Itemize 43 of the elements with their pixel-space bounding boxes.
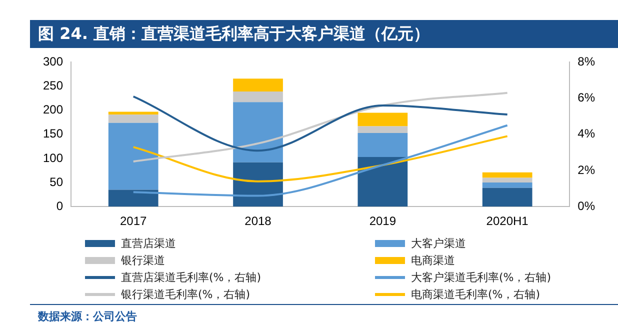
legend-label: 电商渠道毛利率(%，右轴)	[411, 287, 540, 302]
y-tick-label: 0	[56, 198, 64, 213]
bar	[108, 114, 158, 123]
x-tick-label: 2018	[244, 214, 272, 228]
bar	[358, 112, 408, 126]
bar	[233, 162, 283, 207]
y2-tick-label: 6%	[578, 90, 596, 105]
bar	[108, 190, 158, 207]
line-series	[132, 135, 508, 182]
y-tick-label: 200	[42, 102, 64, 117]
bar	[358, 132, 408, 158]
x-tick-label: 2020H1	[486, 214, 529, 228]
y2-tick-label: 4%	[578, 126, 596, 141]
x-tick-label: 2019	[369, 214, 396, 228]
chart-title: 图 24. 直销：直营渠道毛利率高于大客户渠道（亿元）	[30, 20, 618, 48]
legend-label: 大客户渠道毛利率(%，右轴)	[411, 270, 552, 285]
bar	[233, 78, 283, 92]
line-series	[132, 95, 508, 152]
legend-label: 直营店渠道毛利率(%，右轴)	[121, 270, 262, 285]
legend-label: 银行渠道	[121, 253, 165, 268]
bar	[482, 182, 532, 188]
bar	[358, 126, 408, 133]
legend-label: 银行渠道毛利率(%，右轴)	[121, 287, 250, 302]
legend-label: 大客户渠道	[411, 236, 466, 251]
bar	[233, 102, 283, 162]
bar	[358, 157, 408, 207]
y2-tick-label: 0%	[578, 198, 596, 213]
y-tick-label: 150	[42, 126, 64, 141]
y-tick-label: 100	[42, 150, 64, 165]
y2-tick-label: 8%	[578, 54, 596, 69]
bar	[233, 92, 283, 102]
y-tick-label: 250	[42, 78, 64, 93]
legend-label: 电商渠道	[411, 253, 455, 268]
y-tick-label: 300	[42, 54, 64, 69]
bar	[482, 188, 532, 207]
x-tick-label: 2017	[120, 214, 148, 228]
y2-tick-label: 2%	[578, 162, 596, 177]
bar	[482, 178, 532, 183]
legend-label: 直营店渠道	[121, 236, 176, 251]
y-tick-label: 50	[50, 174, 64, 189]
source-note: 数据来源：公司公告	[38, 309, 137, 324]
line-series	[132, 92, 508, 162]
bar	[482, 172, 532, 178]
